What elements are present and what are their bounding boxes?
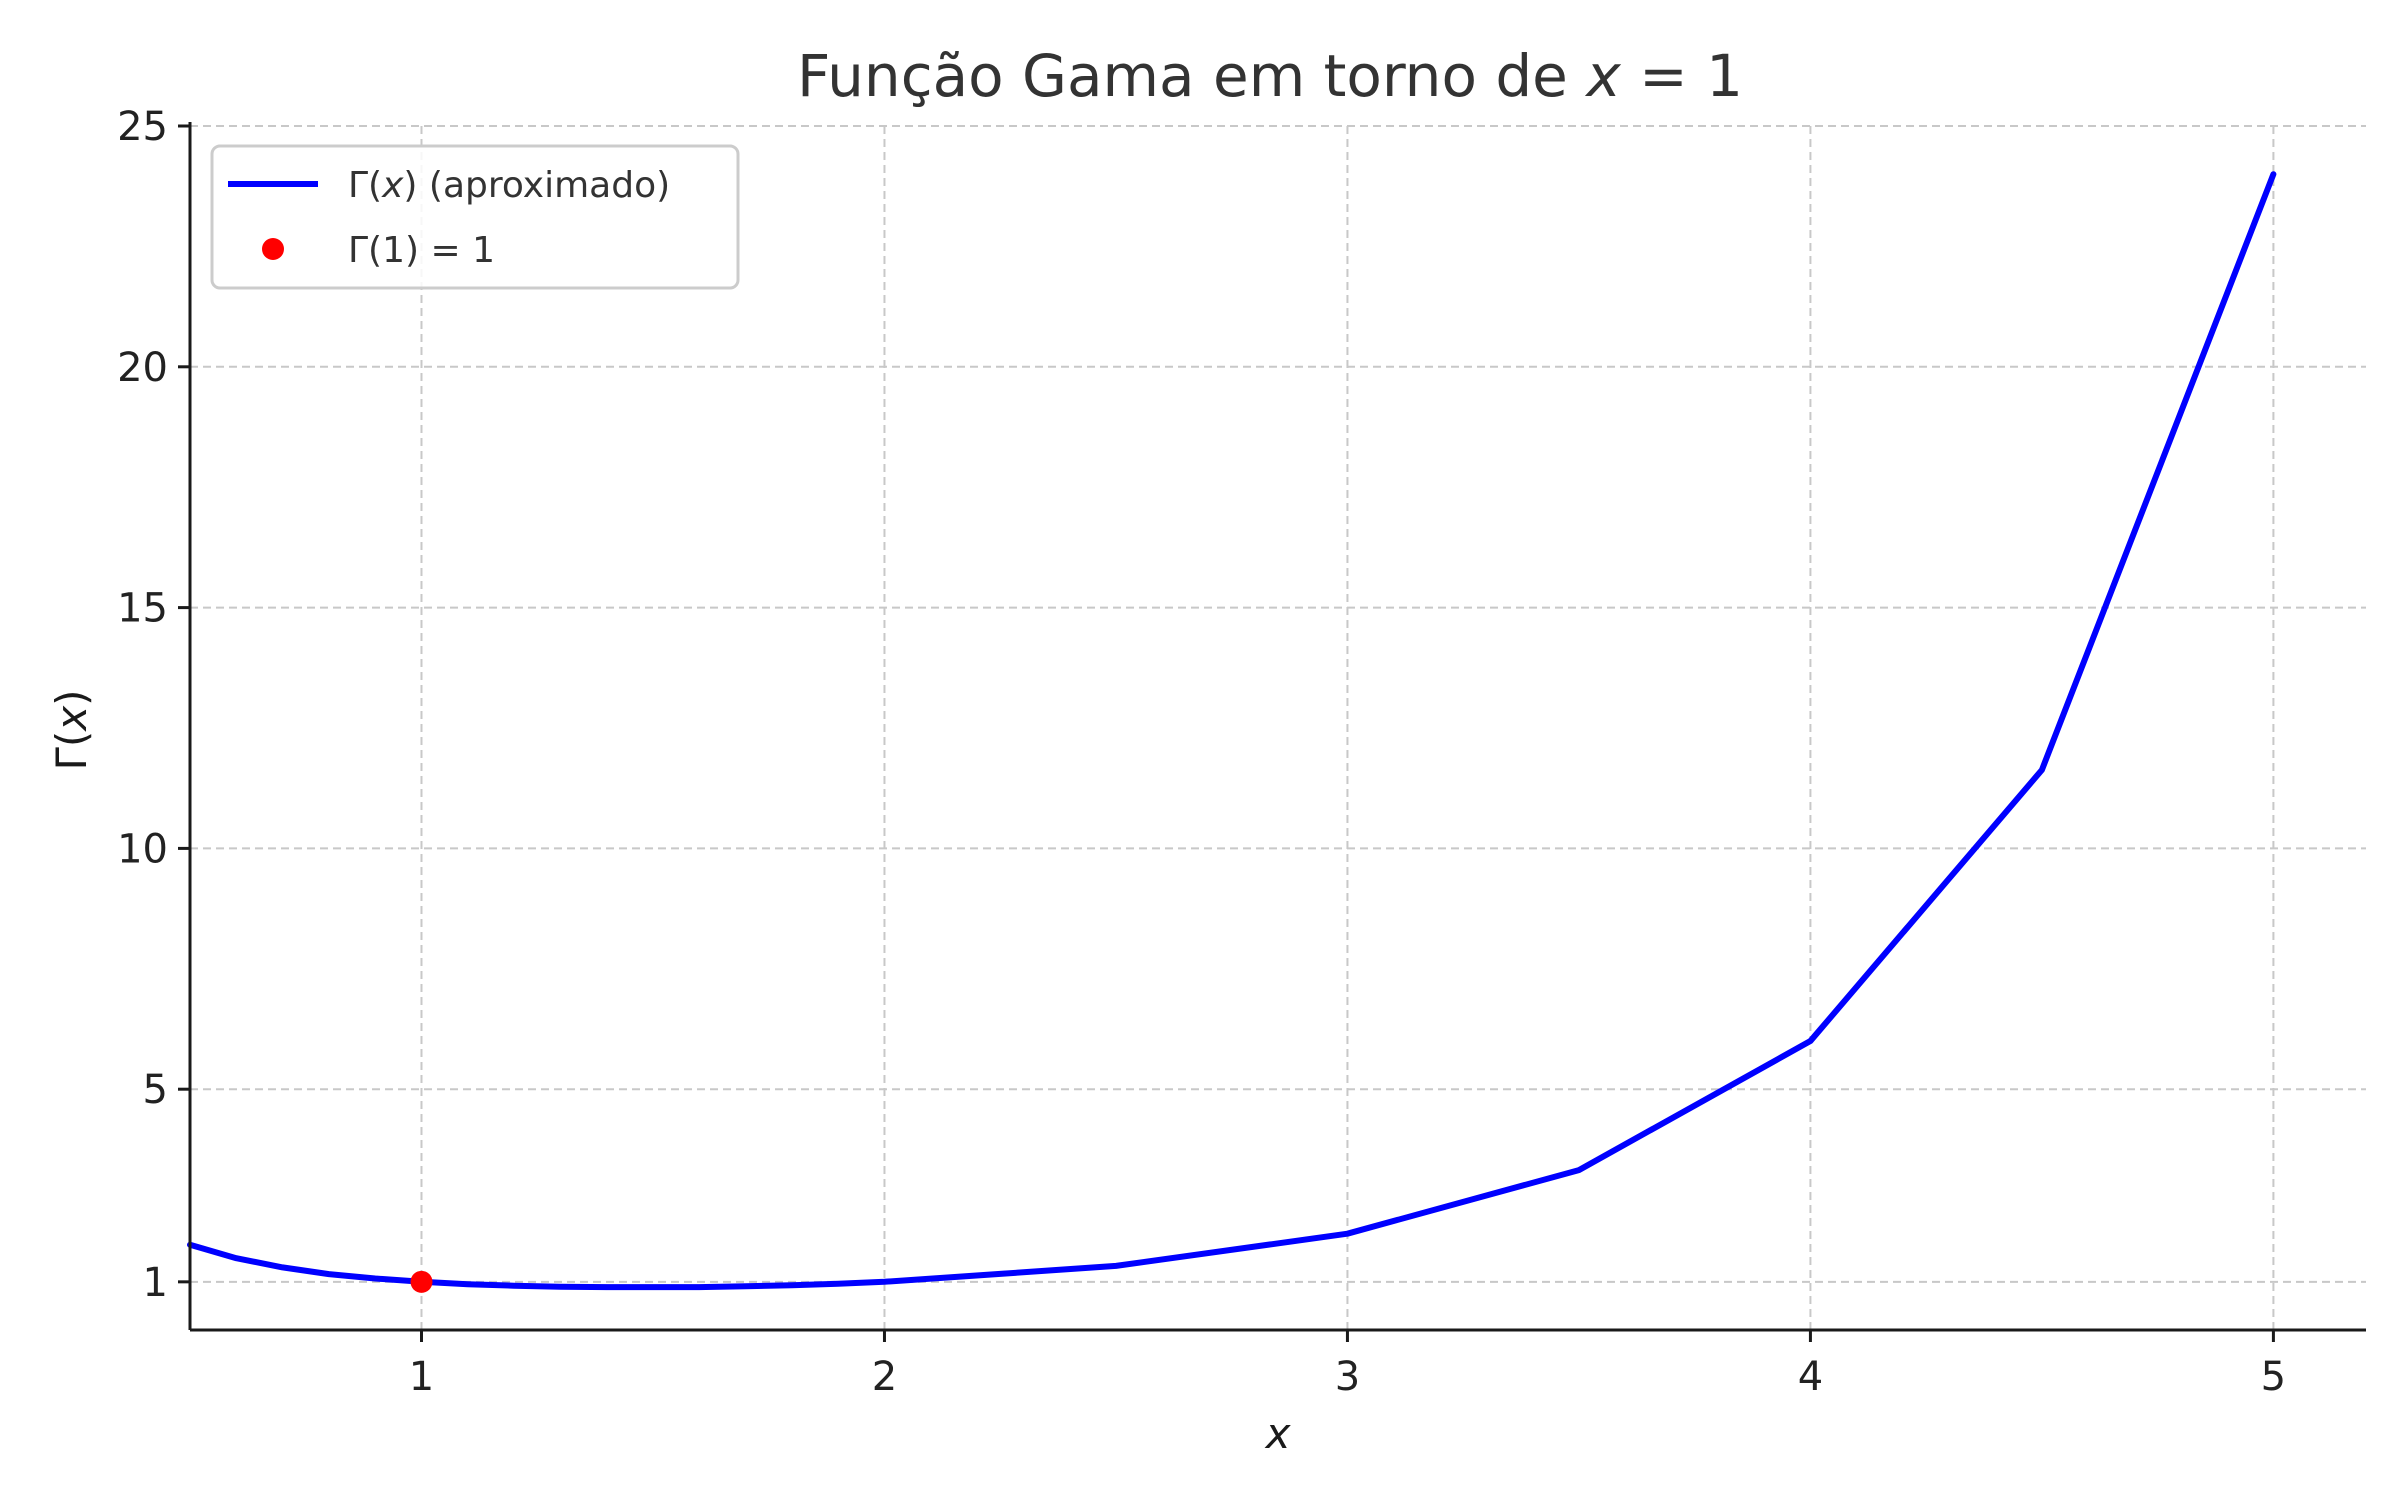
legend-label-point: Γ(1) = 1	[348, 230, 495, 271]
x-tick-label: 3	[1335, 1354, 1360, 1400]
x-tick-label: 2	[872, 1354, 897, 1400]
legend-label-curve: Γ(x) (aproximado)	[348, 165, 670, 206]
chart-title: Função Gama em torno de x = 1	[797, 42, 1743, 110]
y-tick-label: 10	[117, 826, 168, 872]
legend: Γ(x) (aproximado) Γ(1) = 1	[210, 144, 740, 290]
plot-area	[187, 171, 2277, 1293]
y-tick-label: 15	[117, 586, 168, 632]
legend-point-swatch	[262, 238, 284, 260]
y-tick-label: 20	[117, 345, 168, 391]
x-tick-label: 1	[409, 1354, 434, 1400]
gamma-1-point	[410, 1270, 433, 1293]
y-tick-label: 25	[117, 104, 168, 150]
gamma-curve-line	[187, 171, 2277, 1291]
y-tick-label: 1	[143, 1260, 168, 1306]
y-axis-label: Γ(x)	[47, 689, 96, 770]
grid-lines	[190, 125, 2366, 1330]
x-tick-label: 4	[1798, 1354, 1823, 1400]
y-tick-label: 5	[143, 1067, 168, 1113]
x-tick-label: 5	[2261, 1354, 2286, 1400]
x-axis-label: x	[1264, 1409, 1292, 1458]
legend-box	[210, 144, 740, 290]
